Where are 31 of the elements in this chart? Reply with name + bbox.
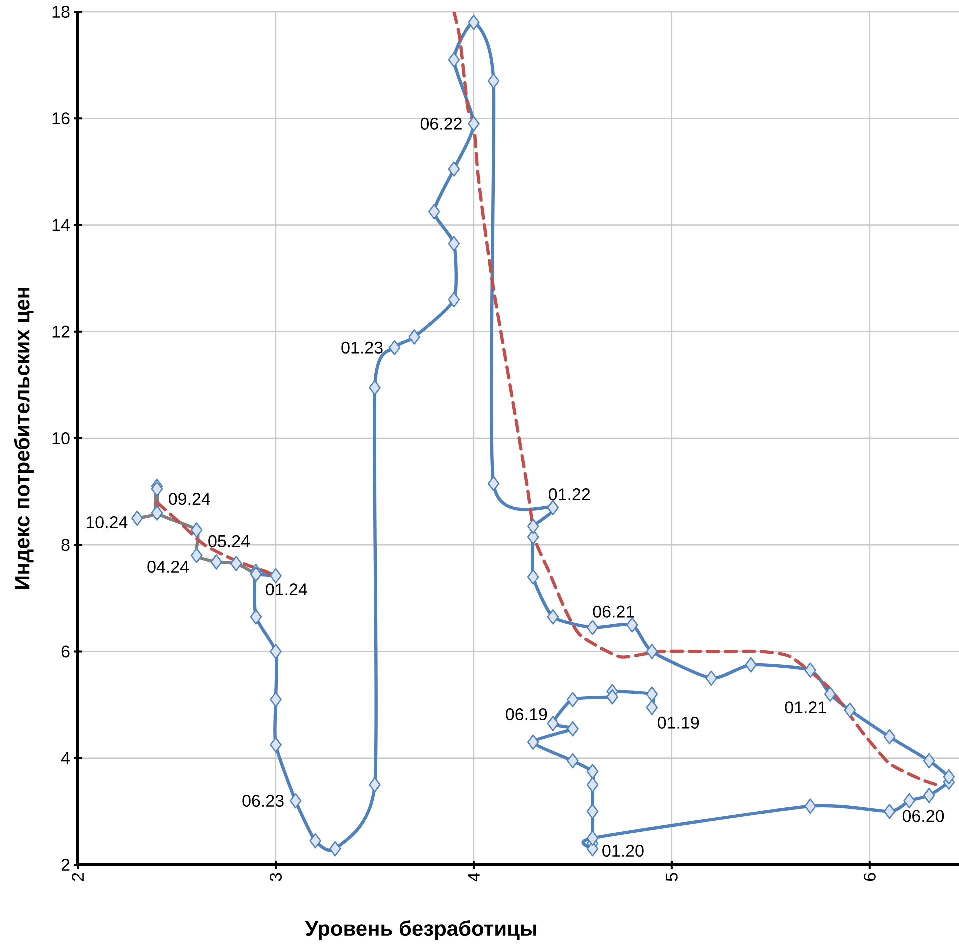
y-tick-label: 4 <box>61 752 70 764</box>
y-tick-label: 2 <box>62 859 70 871</box>
annotation: 06.23 <box>242 795 284 808</box>
annotation: 06.22 <box>420 118 462 130</box>
annotation: 01.20 <box>602 844 644 858</box>
y-axis-title: Индекс потребительских цен <box>14 288 34 590</box>
annotation: 06.20 <box>902 810 944 822</box>
y-tick-label: 6 <box>62 646 70 658</box>
x-tick-label: 4 <box>468 873 480 882</box>
annotation: 01.24 <box>266 584 308 596</box>
y-tick-label: 12 <box>52 326 70 338</box>
x-tick-label: 3 <box>270 873 282 882</box>
x-tick-label: 6 <box>864 873 876 882</box>
y-tick-label: 8 <box>62 539 70 552</box>
annotation: 01.23 <box>342 342 383 354</box>
y-tick-label: 18 <box>52 6 70 18</box>
annotation: 04.24 <box>148 560 190 574</box>
annotation: 06.19 <box>506 708 548 721</box>
annotation: 05.24 <box>208 535 250 548</box>
x-axis-title: Уровень безработицы <box>305 920 536 940</box>
y-tick-label: 10 <box>52 432 70 445</box>
y-tick-label: 16 <box>52 112 70 125</box>
y-tick-label: 14 <box>52 219 70 232</box>
x-tick-label: 2 <box>72 873 84 882</box>
x-tick-label: 5 <box>666 873 678 882</box>
annotation: 01.19 <box>658 716 700 729</box>
annotation: 01.22 <box>549 488 590 501</box>
annotation: 06.21 <box>593 606 634 618</box>
annotation: 09.24 <box>169 493 210 506</box>
annotation: 01.21 <box>785 702 826 714</box>
annotation: 10.24 <box>86 516 128 528</box>
